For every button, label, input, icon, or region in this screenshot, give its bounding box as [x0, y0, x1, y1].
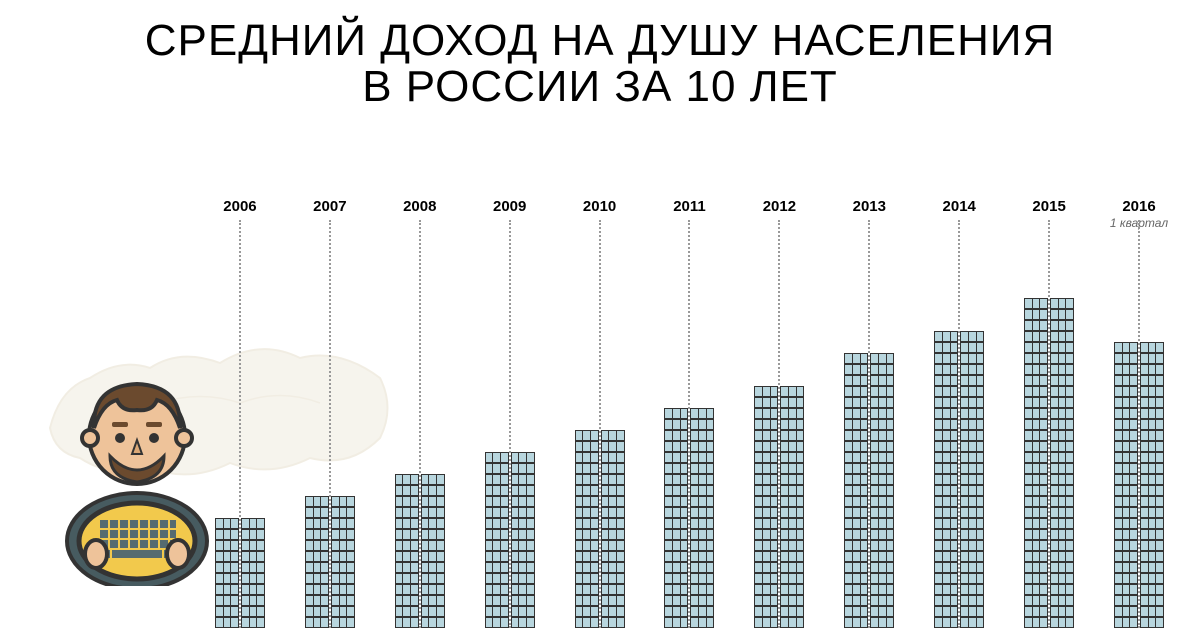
- year-label: 2011: [673, 198, 706, 215]
- year-label: 2010: [583, 198, 616, 215]
- bar-slot: 2010: [555, 198, 645, 628]
- year-label: 2015: [1032, 198, 1065, 215]
- bar-slot: 2014: [914, 198, 1004, 628]
- year-label: 2009: [493, 198, 526, 215]
- title-line-2: В РОССИИ ЗА 10 ЛЕТ: [362, 62, 838, 111]
- title-line-1: СРЕДНИЙ ДОХОД НА ДУШУ НАСЕЛЕНИЯ: [145, 16, 1056, 65]
- building-bar: [664, 408, 714, 628]
- building-bar: [844, 353, 894, 628]
- chart-area: 2006 2007 2008 2009 2010 2011 2012 2013 2014 2015…: [0, 198, 1200, 628]
- year-label: 2014: [943, 198, 976, 215]
- building-bar: [754, 386, 804, 628]
- year-label: 2006: [223, 198, 256, 215]
- year-label: 2008: [403, 198, 436, 215]
- building-bar: [1024, 298, 1074, 628]
- building-bar: [395, 474, 445, 628]
- bar-slot: 2009: [465, 198, 555, 628]
- bar-slot: 2011: [645, 198, 735, 628]
- building-bar: [575, 430, 625, 628]
- page-title: СРЕДНИЙ ДОХОД НА ДУШУ НАСЕЛЕНИЯ В РОССИИ…: [0, 0, 1200, 110]
- infographic-root: СРЕДНИЙ ДОХОД НА ДУШУ НАСЕЛЕНИЯ В РОССИИ…: [0, 0, 1200, 628]
- building-bar: [485, 452, 535, 628]
- bar-slot: 2012: [734, 198, 824, 628]
- building-bar: [1114, 342, 1164, 628]
- building-bar: [215, 518, 265, 628]
- year-label: 2013: [853, 198, 886, 215]
- bar-slot: 2008: [375, 198, 465, 628]
- year-label: 2012: [763, 198, 796, 215]
- year-label: 2007: [313, 198, 346, 215]
- building-bar: [305, 496, 355, 628]
- year-label: 2016: [1122, 198, 1155, 215]
- bar-slot: 2007: [285, 198, 375, 628]
- bar-slot: 2006: [195, 198, 285, 628]
- bars-row: 2006 2007 2008 2009 2010 2011 2012 2013 2014 2015…: [195, 198, 1184, 628]
- bar-slot: 2015: [1004, 198, 1094, 628]
- person-with-keyboard-icon: [62, 366, 212, 586]
- building-bar: [934, 331, 984, 628]
- bar-slot: 20161 квартал: [1094, 198, 1184, 628]
- bar-slot: 2013: [824, 198, 914, 628]
